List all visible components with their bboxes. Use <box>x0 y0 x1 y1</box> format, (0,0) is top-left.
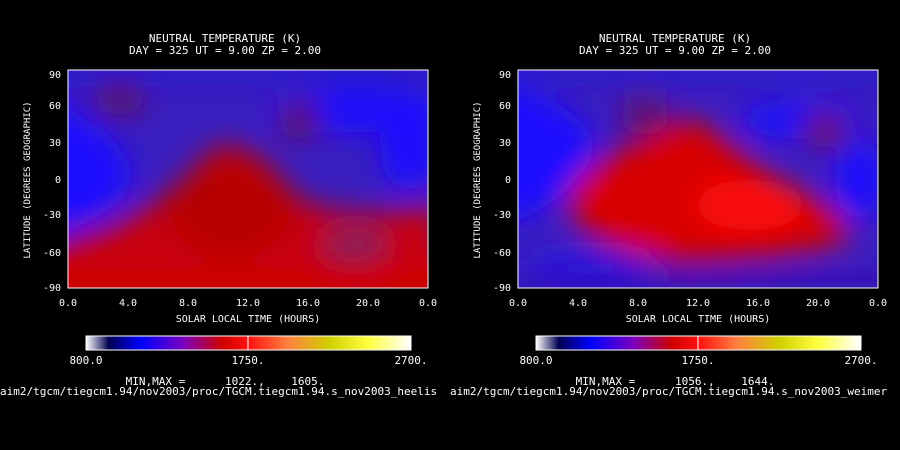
minmax-readout: MIN,MAX = 1056., 1644. <box>450 375 900 388</box>
y-axis-label: LATITUDE (DEGREES GEOGRAPHIC) <box>23 101 33 258</box>
x-tick-label: 20.0 <box>356 298 380 309</box>
heatmap-panel-left: NEUTRAL TEMPERATURE (K) DAY = 325 UT = 9… <box>0 0 450 410</box>
x-tick-label: 20.0 <box>806 298 830 309</box>
colorbar-min-label: 800.0 <box>519 354 552 367</box>
y-tick-label: -90 <box>43 283 61 294</box>
max-value: 1644. <box>741 375 775 388</box>
minmax-label: MIN,MAX = <box>575 375 636 388</box>
x-tick-label: 0.0 <box>869 298 887 309</box>
y-axis-ticks: 90 60 30 0 -30 -60 -90 <box>493 70 511 294</box>
max-value: 1605. <box>291 375 325 388</box>
y-tick-label: 0 <box>55 175 61 186</box>
minmax-readout: MIN,MAX = 1022., 1605. <box>0 375 450 388</box>
x-axis-ticks: 0.0 4.0 8.0 12.0 16.0 20.0 0.0 <box>59 298 437 309</box>
y-tick-label: 90 <box>499 70 511 81</box>
x-tick-label: 0.0 <box>59 298 77 309</box>
colorbar-max-label: 2700. <box>844 354 877 367</box>
y-axis-ticks: 90 60 30 0 -30 -60 -90 <box>43 70 61 294</box>
y-tick-label: 60 <box>499 101 511 112</box>
y-axis-label: LATITUDE (DEGREES GEOGRAPHIC) <box>473 101 483 258</box>
heatmap-field <box>518 70 878 288</box>
heatmap-panel-right: NEUTRAL TEMPERATURE (K) DAY = 325 UT = 9… <box>450 0 900 410</box>
x-tick-label: 4.0 <box>119 298 137 309</box>
heatmap-field <box>68 70 428 288</box>
y-tick-label: 90 <box>49 70 61 81</box>
y-tick-label: -60 <box>493 248 511 259</box>
x-axis-label: SOLAR LOCAL TIME (HOURS) <box>176 314 321 325</box>
x-tick-label: 16.0 <box>296 298 320 309</box>
x-axis-label: SOLAR LOCAL TIME (HOURS) <box>626 314 771 325</box>
x-tick-label: 16.0 <box>746 298 770 309</box>
file-path: aim2/tgcm/tiegcm1.94/nov2003/proc/TGCM.t… <box>450 385 888 398</box>
y-tick-label: 0 <box>505 175 511 186</box>
x-tick-label: 4.0 <box>569 298 587 309</box>
min-value: 1022., <box>224 375 265 388</box>
y-tick-label: -60 <box>43 248 61 259</box>
x-tick-label: 12.0 <box>236 298 260 309</box>
colorbar-mid-label: 1750. <box>231 354 264 367</box>
x-axis-ticks: 0.0 4.0 8.0 12.0 16.0 20.0 0.0 <box>509 298 887 309</box>
x-tick-label: 12.0 <box>686 298 710 309</box>
y-tick-label: -30 <box>493 210 511 221</box>
colorbar-mid-label: 1750. <box>681 354 714 367</box>
chart-subtitle: DAY = 325 UT = 9.00 ZP = 2.00 <box>128 44 322 57</box>
x-tick-label: 0.0 <box>419 298 437 309</box>
y-tick-label: 30 <box>49 138 61 149</box>
heatmap-svg: 90 60 30 0 -30 -60 -90 0.0 4.0 8.0 12.0 … <box>23 69 437 367</box>
heatmap-svg: 90 60 30 0 -30 -60 -90 0.0 4.0 8.0 12.0 … <box>473 69 887 367</box>
chart-title: NEUTRAL TEMPERATURE (K) <box>598 32 752 45</box>
y-tick-label: 30 <box>499 138 511 149</box>
colorbar-max-label: 2700. <box>394 354 427 367</box>
chart-subtitle: DAY = 325 UT = 9.00 ZP = 2.00 <box>578 44 772 57</box>
minmax-label: MIN,MAX = <box>125 375 186 388</box>
colorbar-min-label: 800.0 <box>69 354 102 367</box>
chart-title: NEUTRAL TEMPERATURE (K) <box>148 32 302 45</box>
x-tick-label: 8.0 <box>179 298 197 309</box>
x-tick-label: 0.0 <box>509 298 527 309</box>
y-tick-label: -30 <box>43 210 61 221</box>
file-path: aim2/tgcm/tiegcm1.94/nov2003/proc/TGCM.t… <box>0 385 438 398</box>
y-tick-label: 60 <box>49 101 61 112</box>
y-tick-label: -90 <box>493 283 511 294</box>
x-tick-label: 8.0 <box>629 298 647 309</box>
min-value: 1056., <box>674 375 715 388</box>
